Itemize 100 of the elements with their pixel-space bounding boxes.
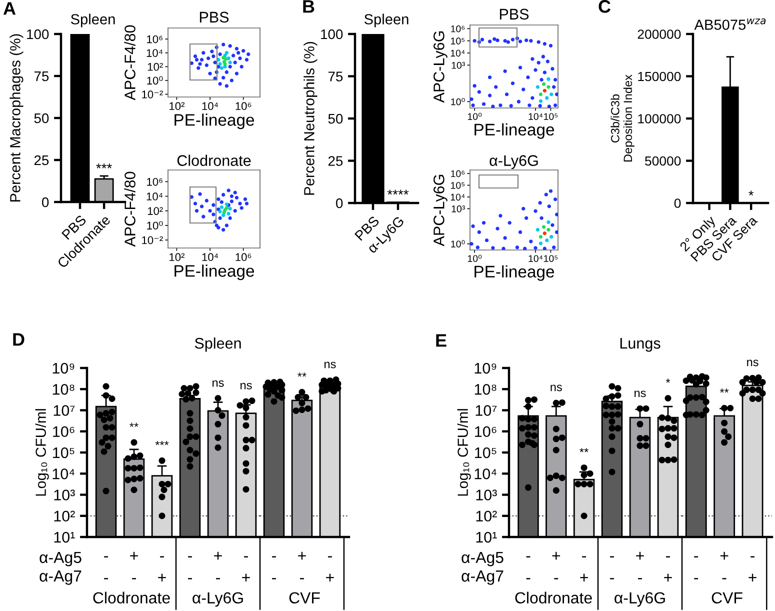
x-axis-title: Clodronate	[515, 592, 592, 604]
y-axis-title: Percent Macrophages (%)	[10, 34, 24, 202]
x-tick-label: 10²	[170, 253, 185, 262]
y-tick-label: 10⁵	[451, 182, 465, 189]
x-axis-title: α-Ly6G	[192, 592, 243, 607]
x-tick-label: 10⁴	[202, 253, 218, 262]
y-tick-label: 10⁶	[53, 426, 74, 438]
annotation: ns	[212, 380, 224, 387]
y-tick-label: 10⁰	[147, 76, 163, 85]
y-tick-label: 10⁵	[53, 447, 74, 458]
category-label: - -	[104, 556, 108, 580]
x-tick-label: + -	[214, 552, 222, 580]
category-label: - -	[188, 556, 192, 580]
y-tick-label: 10⁶	[147, 35, 162, 44]
y-tick-label: 10⁴	[474, 468, 496, 480]
y-tick-label: 10³	[452, 205, 465, 212]
y-tick-label: 10⁻²	[142, 90, 163, 98]
annotation: **	[720, 388, 729, 393]
annotation: **	[580, 448, 588, 452]
x-axis-title: PE-lineage	[474, 265, 554, 281]
x-tick-label: 10⁵	[544, 255, 558, 262]
y-axis-title: Log₁₀ CFU/ml	[457, 409, 471, 496]
chart-title: Spleen	[364, 14, 408, 28]
y-tick-label: 10⁸	[474, 384, 496, 395]
y-axis-title: APC-Ly6G	[434, 174, 448, 246]
chart-title: PBS	[500, 8, 529, 20]
y-tick-label: 10⁴	[146, 192, 163, 200]
category-label: - -	[610, 556, 614, 580]
annotation: ns	[550, 384, 562, 392]
category-label: - -	[526, 556, 530, 580]
y-tick-label: 150000	[638, 72, 681, 82]
data-label: ***	[96, 164, 112, 168]
x-axis-title: CVF	[289, 592, 320, 604]
y-tick-label: 10⁷	[54, 405, 75, 416]
annotation: **	[298, 372, 306, 377]
y-tick-label: 10⁶	[475, 426, 496, 438]
x-tick-label: + -	[298, 552, 306, 580]
y-tick-label: 10⁹	[52, 362, 74, 374]
y-tick-label: 10²	[54, 510, 75, 522]
x-tick-label: + -	[636, 552, 644, 580]
y-tick-label: 10⁶	[451, 170, 465, 178]
x-axis-title: α-Ly6G	[614, 592, 665, 607]
y-tick-label: 25	[34, 155, 49, 166]
x-tick-label: 10⁴	[528, 255, 543, 262]
y-tick-label: 10⁴	[450, 194, 465, 201]
y-tick-label: 10⁴	[450, 50, 465, 57]
y-axis-title: APC-F4/80	[124, 25, 136, 100]
y-tick-label: 200000	[638, 30, 681, 39]
x-tick-label: + -	[130, 552, 138, 580]
text: C	[598, 0, 611, 13]
text: A	[3, 2, 16, 15]
y-tick-label: 10⁵	[475, 447, 496, 458]
y-tick-label: 10⁵	[451, 38, 465, 44]
annotation: ns	[240, 382, 252, 390]
annotation: ns	[634, 390, 646, 398]
y-tick-label: 10⁴	[52, 468, 74, 480]
x-tick-label: - +	[580, 556, 588, 582]
y-tick-label: 10⁰	[451, 240, 465, 248]
y-axis-title: Log₁₀ CFU/ml	[35, 409, 49, 496]
y-tick-label: 50	[34, 113, 49, 124]
chart-title: Spleen	[194, 337, 241, 352]
y-tick-label: 100000	[638, 114, 681, 124]
x-axis-title: CVF	[712, 592, 742, 604]
data-label: ****	[387, 190, 409, 195]
annotation: ns	[747, 360, 758, 366]
y-axis-title: APC-Ly6G	[434, 31, 448, 103]
y-tick-label: 10¹	[54, 532, 75, 543]
y-tick-label: 10³	[452, 62, 465, 69]
y-tick-label: 100	[321, 29, 343, 40]
chart-title: α-Ly6G	[490, 155, 538, 170]
x-tick-label: 10⁵	[544, 113, 558, 120]
y-tick-label: 50	[328, 114, 343, 124]
text: α-Ag7	[462, 570, 504, 585]
x-tick-label: + -	[552, 552, 560, 580]
y-tick-label: 10⁸	[52, 384, 74, 395]
x-tick-label: 10⁶	[236, 102, 252, 110]
annotation: ns	[324, 362, 336, 368]
text: D	[13, 333, 24, 346]
x-tick-label: - +	[326, 556, 334, 582]
x-tick-label: - +	[664, 556, 672, 582]
x-tick-label: 10⁴	[202, 102, 218, 110]
text: α-Ag7	[40, 570, 82, 585]
annotation: *	[666, 378, 670, 383]
y-tick-label: 100	[27, 29, 49, 40]
y-tick-label: 10⁶	[147, 178, 162, 186]
x-tick-label: - +	[748, 556, 756, 582]
y-axis-title: Percent Neutrophils (%)	[304, 42, 318, 195]
x-tick-label: - +	[242, 556, 250, 582]
y-axis-title: C3b/iC3b Deposition Index	[610, 74, 634, 162]
text: E	[436, 334, 446, 347]
x-tick-label: 10⁶	[236, 253, 252, 262]
y-tick-label: 10²	[476, 510, 497, 522]
x-tick-label: 10⁴	[528, 113, 543, 120]
chart-title: Clodronate	[177, 154, 251, 166]
y-tick-label: 0	[42, 197, 49, 208]
data-label: *	[748, 190, 754, 196]
y-tick-label: 75	[34, 71, 49, 82]
y-tick-label: 10²	[148, 207, 163, 215]
category-label: - -	[272, 556, 276, 580]
x-tick-label: + -	[720, 552, 728, 580]
